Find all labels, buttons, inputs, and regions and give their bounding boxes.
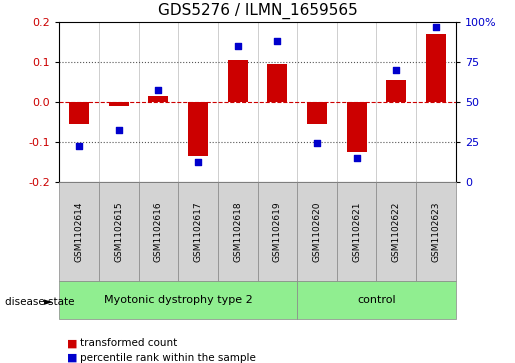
Bar xyxy=(297,281,456,319)
Text: GSM1102621: GSM1102621 xyxy=(352,201,361,262)
Bar xyxy=(426,34,446,102)
Title: GDS5276 / ILMN_1659565: GDS5276 / ILMN_1659565 xyxy=(158,3,357,19)
Text: Myotonic dystrophy type 2: Myotonic dystrophy type 2 xyxy=(104,295,252,305)
Bar xyxy=(376,182,416,281)
Text: disease state: disease state xyxy=(5,297,75,307)
Text: GSM1102619: GSM1102619 xyxy=(273,201,282,262)
Point xyxy=(75,143,83,149)
Bar xyxy=(347,102,367,152)
Bar xyxy=(139,182,178,281)
Bar xyxy=(59,281,297,319)
Text: transformed count: transformed count xyxy=(80,338,177,348)
Bar xyxy=(99,182,139,281)
Point xyxy=(432,24,440,29)
Bar xyxy=(386,79,406,102)
Bar xyxy=(109,102,129,106)
Text: GSM1102616: GSM1102616 xyxy=(154,201,163,262)
Bar xyxy=(178,182,218,281)
Point xyxy=(194,159,202,165)
Bar xyxy=(228,60,248,102)
Point xyxy=(154,87,162,93)
Point xyxy=(273,38,281,44)
Bar xyxy=(267,64,287,102)
Text: GSM1102622: GSM1102622 xyxy=(392,201,401,262)
Text: ►: ► xyxy=(44,297,53,307)
Bar xyxy=(307,102,327,123)
Bar xyxy=(218,182,258,281)
Bar xyxy=(416,182,456,281)
Text: ■: ■ xyxy=(67,338,77,348)
Text: percentile rank within the sample: percentile rank within the sample xyxy=(80,353,256,363)
Bar xyxy=(148,95,168,102)
Point xyxy=(352,155,360,160)
Bar xyxy=(59,182,99,281)
Text: ■: ■ xyxy=(67,353,77,363)
Bar xyxy=(297,182,337,281)
Point xyxy=(114,127,123,133)
Point xyxy=(392,67,401,73)
Bar xyxy=(337,182,376,281)
Text: GSM1102614: GSM1102614 xyxy=(75,201,83,262)
Text: GSM1102620: GSM1102620 xyxy=(313,201,321,262)
Text: GSM1102617: GSM1102617 xyxy=(194,201,202,262)
Text: GSM1102623: GSM1102623 xyxy=(432,201,440,262)
Bar xyxy=(258,182,297,281)
Point xyxy=(313,140,321,146)
Text: control: control xyxy=(357,295,396,305)
Text: GSM1102615: GSM1102615 xyxy=(114,201,123,262)
Bar xyxy=(188,102,208,155)
Point xyxy=(233,43,242,49)
Text: GSM1102618: GSM1102618 xyxy=(233,201,242,262)
Bar xyxy=(69,102,89,123)
